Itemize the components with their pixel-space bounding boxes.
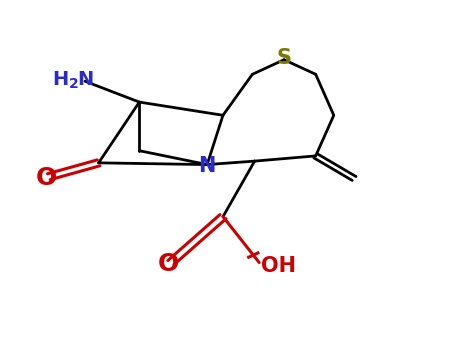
Text: S: S [277,48,292,68]
Text: O: O [158,252,179,276]
Text: 2: 2 [69,77,79,91]
Text: OH: OH [262,256,296,276]
Text: O: O [36,167,57,190]
Text: N: N [198,156,216,176]
Text: H: H [52,70,68,89]
Text: N: N [77,70,93,89]
